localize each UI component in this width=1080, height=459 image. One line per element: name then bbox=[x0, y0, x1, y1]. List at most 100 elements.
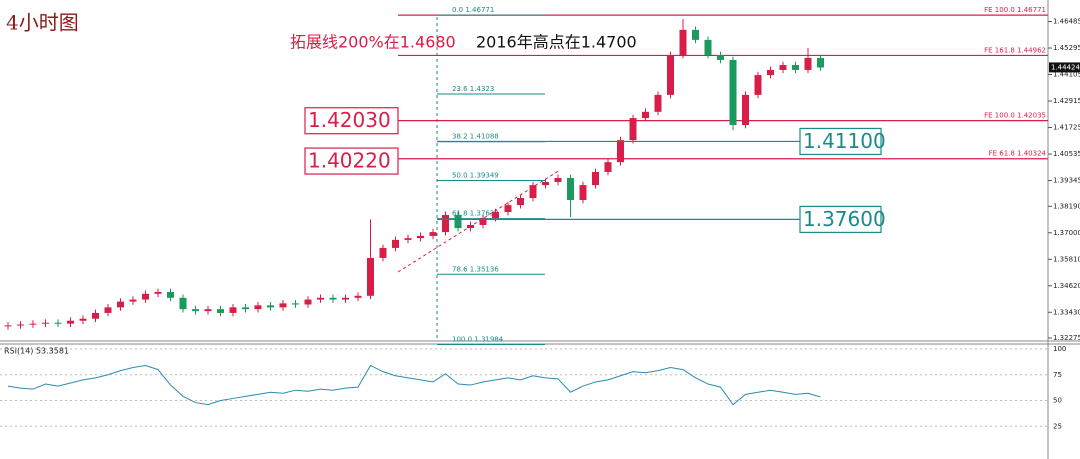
candle-body bbox=[579, 185, 587, 201]
candle-body bbox=[742, 94, 749, 125]
y-tick-label: 1.37000 bbox=[1053, 229, 1080, 237]
candle-body bbox=[817, 57, 824, 68]
candle-body bbox=[104, 307, 112, 313]
fib-level-label: 100.0 1.31984 bbox=[452, 335, 504, 343]
candle-body bbox=[317, 297, 324, 300]
last-price-label: 1.44424 bbox=[1051, 63, 1080, 71]
candle-body bbox=[67, 320, 74, 324]
candle-body bbox=[4, 325, 12, 327]
candle-body bbox=[179, 297, 187, 310]
fe-level-label: FE 61.8 1.40324 bbox=[989, 150, 1047, 158]
candle-body bbox=[54, 322, 62, 324]
candle-body bbox=[479, 218, 487, 225]
candle-body bbox=[167, 292, 174, 298]
candle-body bbox=[342, 297, 349, 300]
chart-title: 4小时图 bbox=[6, 11, 79, 35]
candle-body bbox=[204, 309, 212, 312]
y-tick-label: 1.32275 bbox=[1053, 334, 1080, 342]
trend-line bbox=[397, 169, 561, 273]
candle-body bbox=[192, 309, 199, 312]
candle-body bbox=[492, 212, 499, 219]
y-tick-label: 1.41725 bbox=[1053, 124, 1080, 132]
candle-body bbox=[729, 59, 737, 125]
candle-body bbox=[79, 318, 87, 321]
y-tick-label: 1.38190 bbox=[1053, 202, 1080, 210]
price-box bbox=[304, 107, 399, 135]
fe-level-label: FE 161.8 1.44962 bbox=[984, 46, 1046, 54]
candle-body bbox=[354, 295, 362, 298]
candle-body bbox=[117, 301, 124, 308]
candle-body bbox=[592, 171, 599, 186]
annotation: 拓展线200%在1.4680 bbox=[290, 33, 456, 52]
candle-body bbox=[654, 94, 662, 112]
candle-body bbox=[792, 65, 799, 70]
last-price-box bbox=[1049, 62, 1080, 73]
fe-level-label: FE 100.0 1.42035 bbox=[984, 112, 1046, 120]
candle-body bbox=[392, 239, 399, 248]
candle-body bbox=[767, 69, 774, 76]
candle-body bbox=[229, 307, 237, 313]
candle-body bbox=[604, 162, 612, 172]
candle-body bbox=[142, 293, 149, 300]
candle-body bbox=[629, 118, 637, 141]
candle-body bbox=[379, 247, 387, 258]
candle-body bbox=[367, 257, 374, 296]
candle-body bbox=[417, 235, 424, 239]
y-tick-label: 1.33430 bbox=[1053, 308, 1080, 316]
y-tick-label: 1.39345 bbox=[1053, 177, 1080, 185]
candle-body bbox=[154, 292, 162, 294]
candle-body bbox=[267, 305, 274, 308]
y-tick-label: 1.35810 bbox=[1053, 255, 1080, 263]
candle-body bbox=[17, 324, 24, 326]
candle-body bbox=[442, 214, 449, 233]
y-tick-label: 1.45295 bbox=[1053, 44, 1080, 52]
candle-body bbox=[667, 55, 674, 95]
y-tick-label: 1.42915 bbox=[1053, 97, 1080, 105]
fib-level-label: 50.0 1.39349 bbox=[452, 171, 499, 179]
candle-body bbox=[217, 309, 224, 313]
candle-body bbox=[42, 322, 49, 324]
price-box bbox=[304, 147, 399, 175]
candle-body bbox=[804, 57, 812, 70]
y-tick-label: 25 bbox=[1053, 422, 1062, 430]
candle-body bbox=[129, 299, 137, 302]
candle-body bbox=[467, 224, 474, 229]
price-box-label: 1.41100 bbox=[803, 129, 886, 153]
candle-body bbox=[617, 140, 624, 163]
candle-body bbox=[429, 232, 437, 236]
rsi-label: RSI(14) 53.3581 bbox=[4, 347, 69, 356]
candle-body bbox=[92, 312, 99, 319]
y-tick-label: 75 bbox=[1053, 371, 1062, 379]
candle-body bbox=[404, 238, 412, 240]
candle-body bbox=[692, 29, 699, 40]
candle-body bbox=[567, 177, 574, 201]
fe-level-label: FE 100.0 1.46771 bbox=[984, 6, 1046, 14]
candle-body bbox=[529, 185, 537, 199]
fib-level-label: 23.6 1.4323 bbox=[452, 85, 494, 93]
price-box-label: 1.40220 bbox=[308, 149, 391, 173]
candle-body bbox=[242, 307, 249, 310]
fib-level-label: 78.6 1.35136 bbox=[452, 265, 499, 273]
candle-body bbox=[704, 39, 712, 56]
fib-level-label: 61.8 1.37633 bbox=[452, 210, 499, 218]
candle-body bbox=[304, 299, 312, 305]
y-tick-label: 100 bbox=[1053, 345, 1066, 353]
price-box-label: 1.37600 bbox=[803, 207, 886, 231]
annotation: 2016年高点在1.4700 bbox=[476, 33, 637, 52]
candle-body bbox=[254, 305, 262, 310]
rsi-line bbox=[7, 364, 821, 406]
candle-body bbox=[717, 55, 724, 60]
price-box-label: 1.42030 bbox=[308, 108, 391, 132]
price-box bbox=[799, 127, 882, 156]
candle-body bbox=[642, 111, 649, 119]
candle-body bbox=[29, 323, 37, 325]
candle-body bbox=[679, 29, 687, 56]
y-tick-label: 1.46485 bbox=[1053, 18, 1080, 26]
candle-body bbox=[454, 214, 462, 229]
fib-level-label: 0.0 1.46771 bbox=[452, 6, 494, 14]
candle-body bbox=[779, 65, 787, 70]
y-tick-label: 1.44105 bbox=[1053, 71, 1080, 79]
candle-body bbox=[554, 177, 562, 182]
